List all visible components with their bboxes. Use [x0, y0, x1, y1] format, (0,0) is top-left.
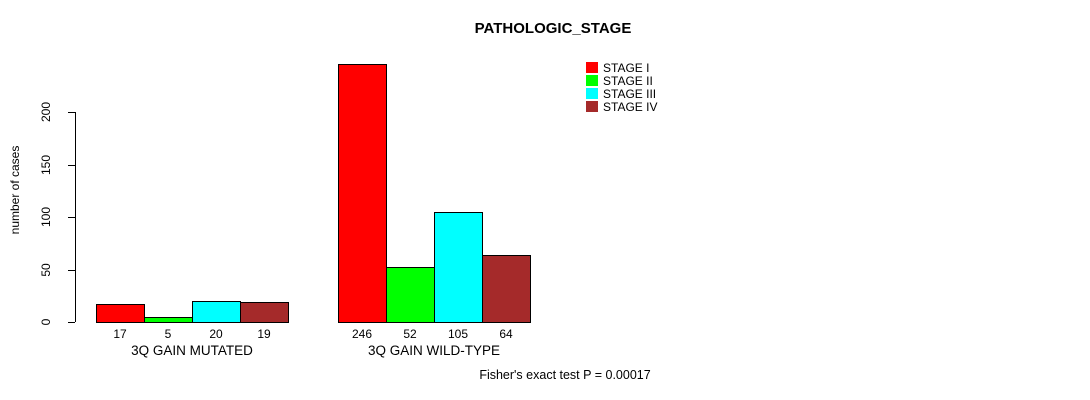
legend-label: STAGE IV — [603, 99, 658, 114]
legend: STAGE I STAGE II STAGE III STAGE IV — [586, 60, 658, 114]
bar-value-label: 19 — [257, 327, 271, 341]
legend-swatch-icon — [586, 101, 598, 112]
legend-item-stage-ii: STAGE II — [586, 73, 657, 88]
legend-label: STAGE II — [603, 73, 653, 88]
y-axis-line — [75, 112, 76, 322]
bar-stage-ii-group1 — [144, 317, 193, 323]
legend-label: STAGE I — [603, 60, 650, 75]
bar-stage-iv-group1 — [240, 302, 289, 323]
bar-stage-i-group1 — [96, 304, 145, 323]
y-axis-tick — [68, 217, 75, 218]
y-axis-tick-label: 100 — [39, 206, 53, 228]
legend-swatch-icon — [586, 75, 598, 86]
bar-value-label: 52 — [403, 327, 417, 341]
bar-value-label: 17 — [113, 327, 127, 341]
bar-stage-iii-group2 — [434, 212, 483, 323]
legend-item-stage-i: STAGE I — [586, 60, 657, 75]
fisher-test-annotation: Fisher's exact test P = 0.00017 — [479, 368, 651, 382]
y-axis-tick-label: 50 — [39, 262, 53, 277]
bar-stage-iii-group1 — [192, 301, 241, 323]
bar-stage-i-group2 — [338, 64, 387, 323]
bar-value-label: 246 — [351, 327, 373, 341]
group-label-1: 3Q GAIN MUTATED — [131, 343, 253, 358]
group-label-2: 3Q GAIN WILD-TYPE — [367, 343, 501, 358]
y-axis-tick-label: 200 — [39, 101, 53, 123]
y-axis-tick — [68, 112, 75, 113]
bar-stage-ii-group2 — [386, 267, 435, 323]
y-axis-label: number of cases — [8, 145, 22, 235]
legend-swatch-icon — [586, 88, 598, 99]
bar-stage-iv-group2 — [482, 255, 531, 323]
legend-item-stage-iv: STAGE IV — [586, 99, 658, 114]
bar-value-label: 5 — [164, 327, 172, 341]
y-axis-tick-label: 150 — [39, 154, 53, 175]
y-axis-tick-label: 0 — [39, 318, 53, 326]
bar-value-label: 105 — [447, 327, 469, 341]
bar-value-label: 20 — [209, 327, 223, 341]
y-axis-tick — [68, 164, 75, 166]
y-axis-tick — [68, 322, 75, 323]
y-axis-tick — [68, 269, 75, 271]
legend-item-stage-iii: STAGE III — [586, 86, 657, 101]
legend-label: STAGE III — [603, 86, 657, 101]
legend-swatch-icon — [586, 62, 598, 73]
bar-value-label: 64 — [499, 327, 513, 341]
chart-title: PATHOLOGIC_STAGE — [474, 20, 632, 37]
